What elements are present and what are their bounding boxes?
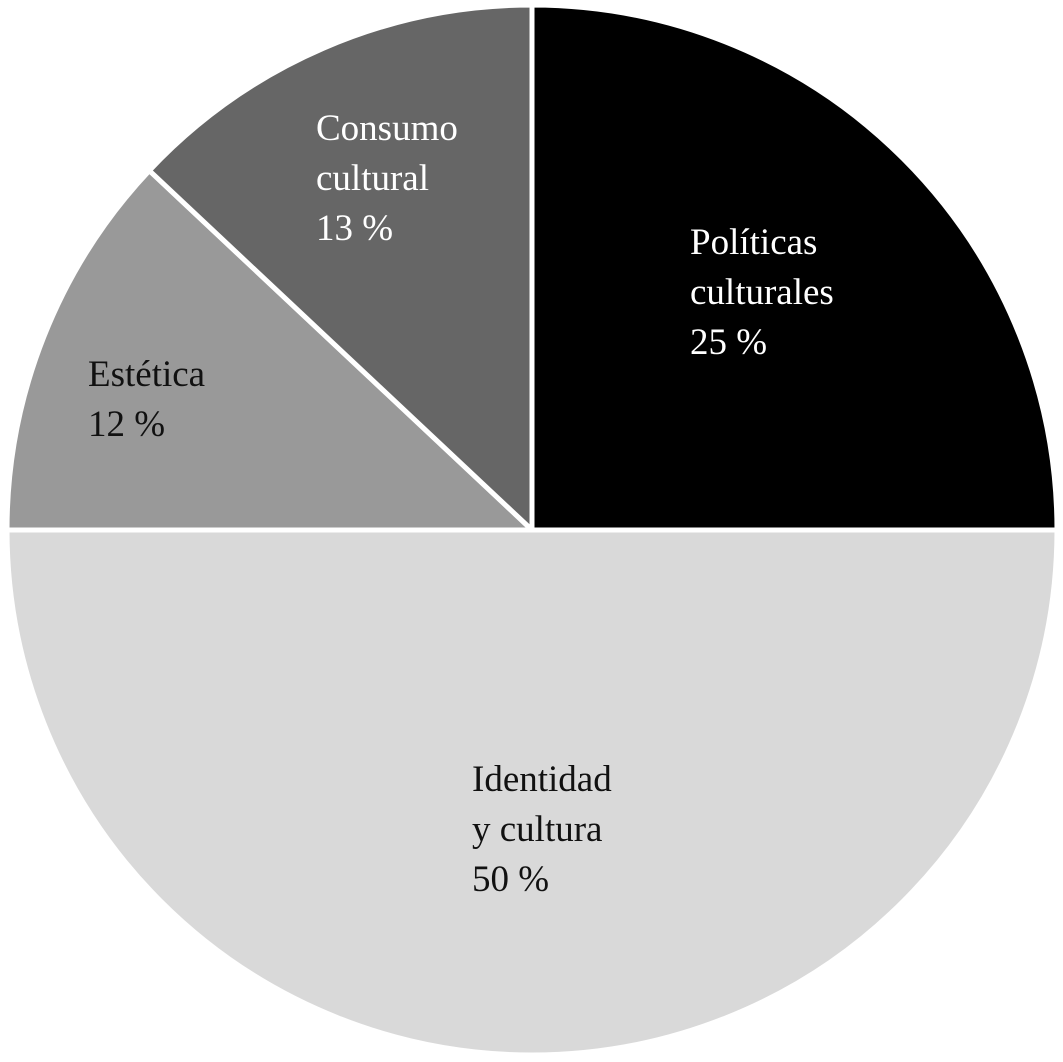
- category-label: Identidad y cultura: [472, 759, 612, 850]
- pie-slice: [146, 2, 535, 533]
- slice-label: Consumo cultural 13 %: [316, 104, 471, 254]
- pie-slice: [529, 2, 1060, 533]
- slice-label: Estética 12 %: [88, 350, 243, 450]
- value-label: 12 %: [88, 404, 166, 445]
- category-label: Estética: [88, 354, 206, 395]
- category-label: Consumo cultural: [316, 108, 458, 199]
- value-label: 25 %: [690, 322, 768, 363]
- slice-label: Identidad y cultura 50 %: [472, 755, 627, 905]
- value-label: 13 %: [316, 208, 394, 249]
- value-label: 50 %: [472, 859, 550, 900]
- category-label: Políticas culturales: [690, 222, 834, 313]
- pie-slice: [4, 527, 1060, 1058]
- pie-slice: [4, 168, 535, 533]
- slice-label: Políticas culturales 25 %: [690, 218, 845, 368]
